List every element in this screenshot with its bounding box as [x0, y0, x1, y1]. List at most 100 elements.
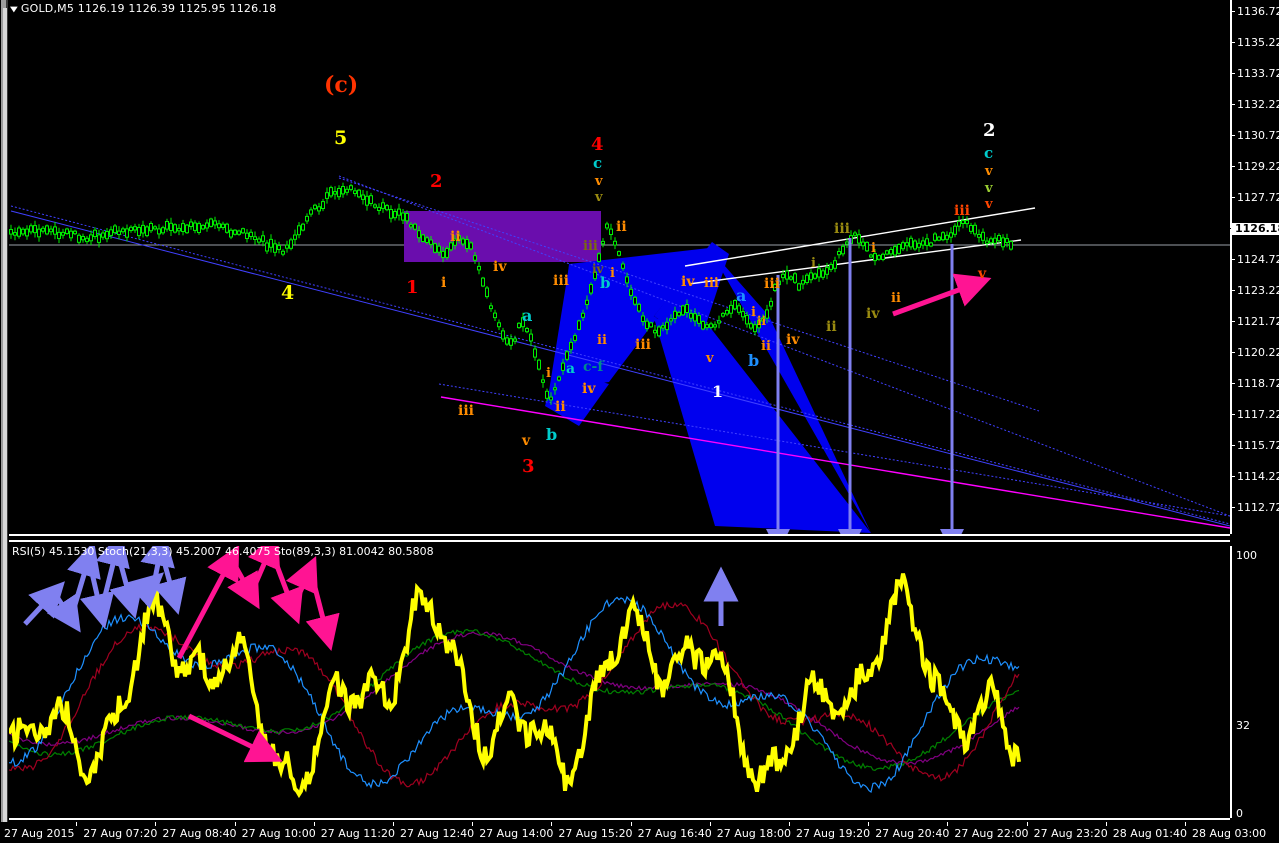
wave-label: v [706, 351, 714, 366]
time-tick-mark [551, 822, 553, 826]
time-tick-mark [709, 822, 711, 826]
price-tick-label: 1124.72 [1230, 254, 1279, 266]
wave-label: ii [555, 399, 566, 415]
time-tick-mark [472, 822, 474, 826]
wave-label: ii [826, 319, 837, 335]
time-tick-label: 27 Aug 23:20 [1033, 827, 1108, 840]
wave-label: a [522, 306, 533, 325]
time-tick-label: 27 Aug 16:40 [637, 827, 712, 840]
candlestick-series [9, 182, 1013, 405]
wave-label: i [546, 366, 551, 381]
wave-label: 1 [712, 382, 724, 401]
wave-label: iii [553, 273, 569, 289]
time-tick-label: 28 Aug 01:40 [1112, 827, 1187, 840]
symbol-quote-bar: ▼ GOLD,M5 1126.19 1126.39 1125.95 1126.18 [10, 2, 276, 16]
wave-label: iv [786, 332, 800, 348]
wave-label: iv [866, 306, 880, 322]
wave-label: 5 [334, 127, 348, 149]
wave-label: ii [597, 333, 607, 348]
oscillator-tick-label: 100 [1236, 549, 1257, 562]
price-tick-label: 1115.72 [1230, 440, 1279, 452]
price-tick-label: 1114.22 [1230, 471, 1279, 483]
oscillator-canvas [9, 546, 1021, 799]
oscillator-scale-line [1230, 546, 1232, 818]
wave-label: iv [582, 381, 596, 397]
wave-label: i [811, 256, 816, 271]
oscillator-tick-label: 32 [1236, 719, 1250, 732]
time-tick-mark [1026, 822, 1028, 826]
wave-label: i [871, 241, 876, 256]
time-tick-mark [393, 822, 394, 826]
wave-label: a [566, 361, 576, 377]
time-tick-label: 27 Aug 15:20 [558, 827, 633, 840]
price-tick-label: 1133.72 [1230, 68, 1279, 80]
price-tick-label: 1120.22 [1230, 347, 1279, 359]
vertical-scrollbar[interactable] [3, 8, 7, 828]
oscillator-line [9, 595, 1020, 793]
pink-up-arrow [892, 273, 992, 317]
price-tick-label: 1112.72 [1230, 502, 1279, 514]
time-tick-mark [868, 822, 870, 826]
oscillator-scale[interactable]: 100 32 0 [1230, 546, 1279, 820]
price-chart-pane[interactable] [9, 16, 1230, 534]
wave-label: a [736, 286, 747, 305]
blue-trendlines [10, 175, 1230, 527]
price-tick-label: 1118.72 [1230, 378, 1279, 390]
wave-label: 3 [522, 456, 535, 477]
wave-label: v [978, 266, 987, 282]
oscillator-line [9, 631, 1020, 766]
pane-separator-time [9, 818, 1230, 820]
wave-label: ii [616, 219, 627, 235]
time-tick-mark [234, 822, 236, 826]
price-tick-label: 1130.72 [1230, 130, 1279, 142]
oscillator-tick-label: 0 [1236, 807, 1243, 820]
time-tick-label: 27 Aug 10:00 [241, 827, 316, 840]
wave-label: v [985, 197, 993, 212]
pink-zigzag-arrows [176, 546, 340, 763]
wave-label: (c) [324, 72, 359, 98]
wave-label: 2 [983, 120, 996, 141]
wave-label: iii [635, 337, 651, 353]
time-tick-mark [76, 822, 78, 826]
time-tick-mark [947, 822, 949, 826]
time-tick-mark [1105, 822, 1107, 826]
time-tick-label: 27 Aug 14:00 [479, 827, 554, 840]
time-tick-mark [155, 822, 157, 826]
wave-label: iii [704, 276, 719, 291]
wave-label: ii [891, 291, 901, 306]
time-tick-label: 27 Aug 11:20 [320, 827, 395, 840]
wave-label: v [985, 164, 993, 179]
time-tick-label: 28 Aug 03:00 [1192, 827, 1267, 840]
symbol-quote-text: GOLD,M5 1126.19 1126.39 1125.95 1126.18 [20, 2, 277, 15]
wave-label: v [595, 174, 603, 189]
oscillator-pane[interactable] [9, 546, 1230, 818]
price-scale[interactable]: 1136.72 1135.22 1133.72 1132.22 1130.72 1129.… [1226, 0, 1279, 534]
price-tick-label: 1129.22 [1230, 161, 1279, 173]
wave-label: iii [834, 221, 850, 237]
time-tick-label: 27 Aug 18:00 [716, 827, 791, 840]
wave-label: iii [583, 239, 598, 254]
time-tick-label: 27 Aug 12:40 [400, 827, 475, 840]
wave-label: 2 [430, 171, 443, 192]
wave-label: c [984, 144, 994, 162]
wave-label: ii [757, 314, 767, 328]
time-tick-label: 27 Aug 07:20 [83, 827, 158, 840]
wave-label: i [441, 275, 447, 291]
wave-label: i [610, 266, 615, 281]
wave-label: ii [450, 229, 461, 245]
price-chart-canvas [9, 175, 1230, 534]
wave-label: iii [764, 276, 780, 292]
wave-label: iv [493, 259, 507, 275]
time-tick-label: 27 Aug 08:40 [162, 827, 237, 840]
price-tick-label: 1135.22 [1230, 37, 1279, 49]
time-scale[interactable]: 27 Aug 2015 27 Aug 07:20 27 Aug 08:40 27 Au… [0, 822, 1279, 843]
wave-label: v [522, 433, 531, 449]
price-tick-label: 1127.72 [1230, 192, 1279, 204]
magenta-trendline [440, 396, 1230, 529]
price-tick-label: 1136.72 [1230, 6, 1279, 18]
chart-menu-caret-icon[interactable]: ▼ [10, 5, 18, 14]
time-tick-mark [630, 822, 632, 826]
wave-label: v [985, 181, 993, 196]
pane-separator-top [9, 534, 1230, 536]
price-scale-line [1230, 0, 1232, 534]
